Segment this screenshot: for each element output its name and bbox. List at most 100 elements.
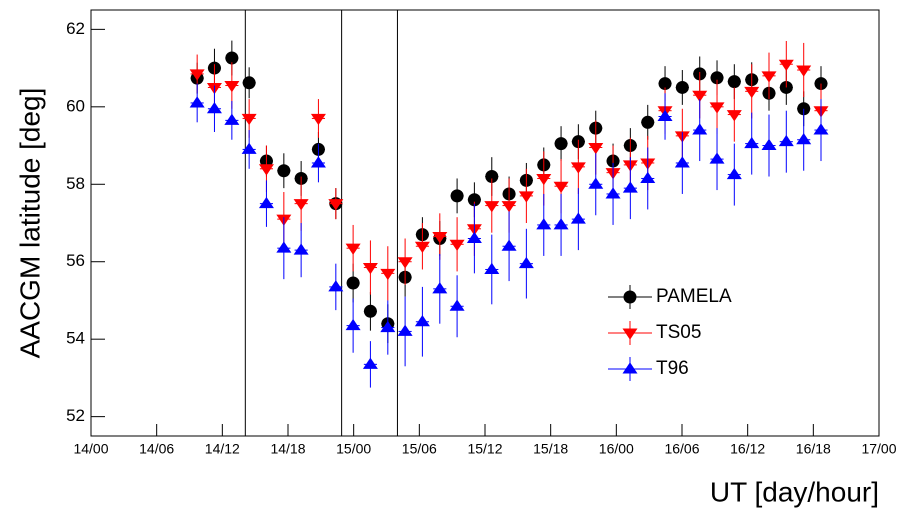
data-point [692, 123, 708, 135]
data-point [744, 136, 760, 149]
data-point [485, 170, 499, 184]
data-point [293, 243, 309, 255]
data-point [224, 81, 240, 93]
data-point [658, 77, 672, 91]
data-point [224, 113, 240, 125]
data-point [501, 239, 517, 251]
x-tick-label: 15/00 [336, 441, 371, 457]
data-point [553, 181, 569, 193]
data-point [761, 71, 777, 83]
data-point [536, 173, 552, 186]
x-tick-label: 14/18 [270, 441, 305, 457]
data-point [241, 142, 257, 154]
data-point [397, 257, 413, 269]
legend-marker [622, 328, 638, 340]
data-point [726, 110, 742, 122]
data-point [570, 162, 586, 174]
data-point [346, 276, 360, 290]
data-point [449, 239, 465, 252]
data-point [796, 65, 812, 77]
data-point [432, 232, 448, 244]
x-tick-label: 16/12 [730, 441, 765, 457]
data-point [674, 156, 690, 168]
data-point [258, 164, 274, 176]
legend-label: T96 [656, 358, 689, 379]
data-point [189, 69, 205, 81]
x-tick-label: 15/12 [467, 441, 502, 457]
data-point [710, 71, 724, 85]
data-point [450, 189, 464, 203]
x-tick-label: 16/00 [599, 441, 634, 457]
data-point [328, 199, 344, 211]
data-point [657, 109, 673, 121]
data-point [605, 187, 621, 199]
data-point [675, 80, 689, 94]
x-tick-label: 16/18 [796, 441, 831, 457]
data-point [554, 137, 568, 151]
data-point [380, 268, 396, 281]
data-point [276, 241, 292, 253]
data-point [796, 132, 812, 145]
legend-label: PAMELA [656, 286, 732, 307]
data-point [640, 171, 656, 183]
data-point [345, 243, 361, 255]
data-point [518, 191, 534, 203]
data-point [641, 115, 655, 129]
data-point [588, 177, 604, 189]
x-axis-label: UT [day/hour] [710, 476, 879, 507]
data-point [206, 102, 222, 114]
data-point [397, 324, 413, 336]
x-tick-label: 15/06 [402, 441, 437, 457]
legend-label: TS05 [656, 322, 701, 343]
data-point [778, 59, 794, 71]
data-point [328, 280, 344, 292]
data-point [189, 96, 205, 108]
y-tick-label: 60 [66, 96, 85, 115]
x-tick-label: 17/00 [861, 441, 896, 457]
data-point [380, 320, 396, 333]
x-tick-label: 14/00 [73, 441, 108, 457]
data-point [588, 142, 604, 155]
data-point [692, 90, 708, 102]
data-point [241, 113, 257, 126]
data-point [345, 318, 361, 331]
y-tick-label: 56 [66, 251, 85, 270]
x-tick-label: 15/18 [533, 441, 568, 457]
data-point [518, 256, 534, 269]
data-point [761, 138, 777, 151]
data-point [622, 181, 638, 193]
data-point [449, 299, 465, 311]
y-tick-label: 54 [66, 329, 85, 348]
y-tick-label: 58 [66, 174, 85, 193]
x-tick-label: 16/06 [664, 441, 699, 457]
data-point [709, 102, 725, 114]
data-point [293, 199, 309, 211]
data-point [467, 193, 481, 207]
data-point [432, 282, 448, 294]
data-point [536, 218, 552, 230]
data-point [726, 167, 742, 180]
data-point [501, 201, 517, 213]
data-point [570, 212, 586, 224]
data-point [310, 113, 326, 126]
y-tick-label: 62 [66, 19, 85, 38]
y-tick-label: 52 [66, 406, 85, 425]
x-tick-label: 14/12 [205, 441, 240, 457]
data-point [744, 86, 760, 99]
data-point [363, 304, 377, 318]
data-point [484, 201, 500, 213]
legend-marker [622, 362, 638, 374]
data-point [727, 75, 741, 89]
plot-frame [90, 9, 880, 437]
data-point [709, 152, 725, 164]
data-point [778, 134, 794, 147]
data-point [553, 218, 569, 230]
data-point [414, 315, 430, 327]
data-point [484, 262, 500, 274]
data-point [466, 231, 482, 243]
data-point [362, 263, 378, 275]
data-point [242, 76, 256, 90]
data-point [813, 123, 829, 135]
